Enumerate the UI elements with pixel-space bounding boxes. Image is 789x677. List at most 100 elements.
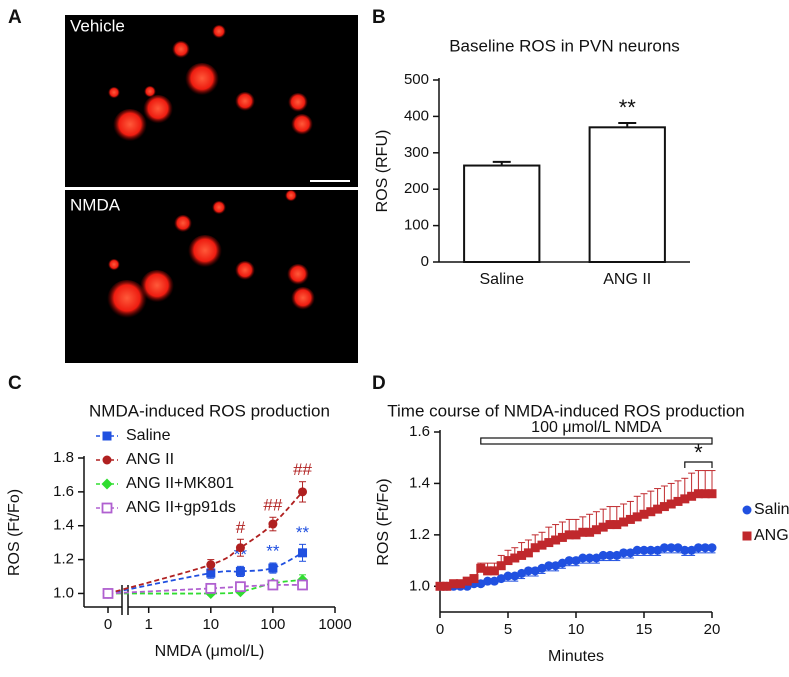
marker — [659, 543, 669, 553]
marker — [235, 581, 246, 593]
x-tick-label: Saline — [480, 271, 525, 288]
chart-title: Baseline ROS in PVN neurons — [449, 36, 680, 55]
y-tick-label: 1.8 — [53, 449, 74, 466]
marker — [578, 553, 588, 563]
y-tick-label: 1.0 — [409, 577, 430, 594]
micrograph — [65, 190, 358, 363]
marker — [598, 550, 608, 560]
marker — [469, 574, 479, 584]
marker — [551, 561, 561, 571]
marker — [680, 494, 690, 504]
y-tick-label: 1.2 — [53, 551, 74, 568]
marker — [530, 566, 540, 576]
marker — [455, 579, 465, 589]
significance: * — [694, 440, 703, 465]
marker — [659, 502, 669, 512]
marker — [483, 576, 493, 586]
marker — [235, 543, 245, 553]
marker — [571, 556, 581, 566]
marker — [510, 553, 520, 563]
panel-label: D — [372, 373, 386, 394]
legend-label: ANG II — [126, 451, 174, 468]
image-label: NMDA — [70, 195, 121, 214]
marker — [632, 512, 642, 522]
y-axis-label: ROS (Ft/Fo) — [375, 478, 392, 565]
x-axis-label: NMDA (μmol/L) — [155, 643, 265, 660]
y-axis-label: ROS (Ft/Fo) — [6, 489, 23, 576]
legend-marker — [101, 478, 113, 490]
significance: ## — [293, 460, 312, 479]
marker — [442, 581, 452, 591]
marker — [496, 561, 506, 571]
treatment-label: 100 μmol/L NMDA — [531, 419, 662, 436]
marker — [673, 543, 683, 553]
marker — [605, 550, 615, 560]
marker — [564, 556, 574, 566]
marker — [639, 509, 649, 519]
marker — [205, 582, 217, 594]
marker — [489, 566, 499, 576]
marker — [298, 548, 308, 558]
marker — [612, 520, 622, 530]
marker — [646, 507, 656, 517]
y-tick-label: 400 — [404, 107, 429, 124]
marker — [503, 556, 513, 566]
significance: ** — [296, 523, 310, 542]
marker — [462, 576, 472, 586]
x-tick-label: 0 — [436, 621, 444, 638]
significance: # — [236, 518, 246, 537]
x-tick-label: 10 — [568, 621, 585, 638]
bar — [463, 164, 541, 263]
marker — [585, 553, 595, 563]
y-tick-label: 200 — [404, 180, 429, 197]
marker — [206, 560, 216, 570]
marker — [619, 517, 629, 527]
y-tick-label: 1.6 — [409, 423, 430, 440]
significance: ** — [266, 541, 280, 560]
marker — [571, 530, 581, 540]
marker — [102, 588, 114, 599]
x-tick-label: 0 — [104, 616, 112, 633]
marker — [700, 543, 710, 553]
marker — [707, 543, 717, 553]
marker — [605, 520, 615, 530]
marker — [268, 563, 278, 573]
panel-a: Vehicle NMDA — [65, 15, 358, 363]
marker — [435, 581, 445, 591]
marker — [503, 571, 513, 581]
marker — [523, 548, 533, 558]
x-axis-label: Minutes — [548, 648, 604, 665]
marker — [517, 568, 527, 578]
marker — [666, 499, 676, 509]
marker — [707, 489, 717, 499]
marker — [544, 561, 554, 571]
marker — [297, 579, 308, 591]
legend-marker — [102, 431, 112, 441]
y-tick-label: 100 — [404, 217, 429, 234]
significance: ** — [619, 95, 637, 120]
marker — [489, 576, 499, 586]
legend-marker — [101, 502, 113, 514]
marker — [687, 491, 697, 501]
legend-marker — [102, 455, 112, 465]
marker — [687, 545, 697, 555]
x-tick-label: 100 — [260, 616, 285, 633]
marker — [449, 579, 459, 589]
marker — [523, 566, 533, 576]
x-tick-label: ANG II — [603, 271, 651, 288]
cells — [107, 25, 315, 320]
marker — [693, 489, 703, 499]
marker — [206, 568, 216, 578]
marker — [564, 530, 574, 540]
y-tick-label: 0 — [421, 253, 429, 270]
marker — [625, 514, 635, 524]
marker — [591, 553, 601, 563]
marker — [653, 504, 663, 514]
x-tick-label: 1 — [145, 616, 153, 633]
marker — [612, 550, 622, 560]
y-tick-label: 1.0 — [53, 584, 74, 601]
x-tick-label: 15 — [636, 621, 653, 638]
marker — [476, 579, 486, 589]
legend-label: Saline — [126, 427, 171, 444]
